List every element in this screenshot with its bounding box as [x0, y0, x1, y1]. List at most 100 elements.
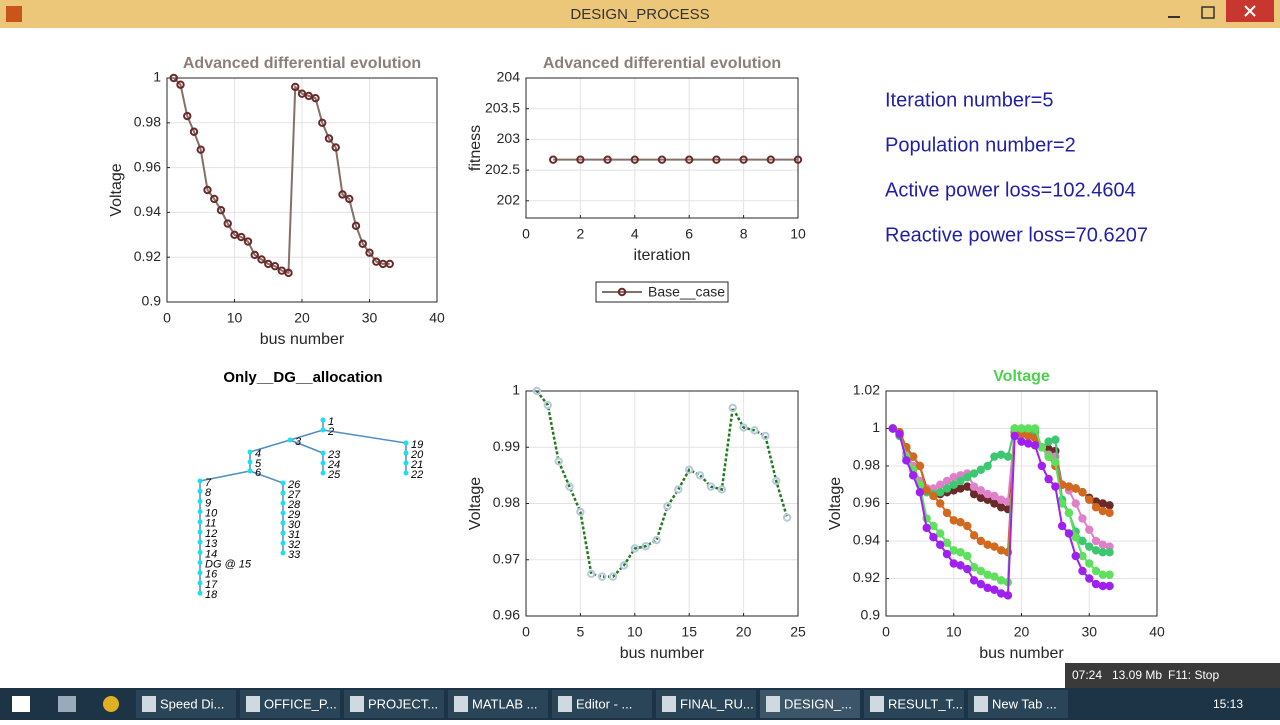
data-point: [949, 480, 958, 489]
x-tick-label: 0: [522, 624, 530, 640]
data-point: [942, 549, 952, 559]
data-point: [902, 456, 911, 465]
data-point: [1085, 525, 1094, 534]
data-point: [216, 205, 226, 215]
taskbar-button-label: PROJECT...: [368, 696, 438, 711]
taskbar-button-label: Editor - ...: [576, 696, 632, 711]
tree-node-label: 9: [205, 497, 211, 509]
data-point: [1105, 501, 1114, 510]
taskbar-icon: [58, 696, 76, 712]
taskbar-button-icon: [766, 696, 780, 712]
data-point: [956, 548, 965, 557]
data-point: [983, 570, 992, 579]
data-point: [365, 248, 374, 257]
y-tick-label: 203.5: [485, 99, 520, 115]
data-point: [915, 488, 925, 497]
data-point: [793, 155, 803, 164]
data-point: [942, 484, 952, 493]
tree-node: [403, 440, 409, 446]
y-tick-label: 204: [497, 69, 521, 85]
tree-node-label: 6: [255, 467, 262, 479]
data-point: [949, 546, 958, 555]
data-point: [1071, 499, 1080, 508]
data-point: [587, 569, 596, 579]
data-point: [685, 465, 694, 474]
tree-node-label: 26: [287, 479, 301, 491]
data-point: [1071, 533, 1080, 542]
data-point: [963, 551, 972, 561]
data-point: [345, 194, 354, 204]
data-point: [983, 489, 992, 499]
tree-node: [320, 460, 326, 466]
data-point: [990, 585, 999, 594]
chart-title: Advanced differential evolution: [183, 55, 421, 72]
tree-node-label: 18: [205, 589, 218, 601]
data-point: [1098, 499, 1108, 508]
data-point: [996, 546, 1006, 555]
taskbar-button-icon: [246, 696, 260, 712]
data-point: [1078, 536, 1087, 546]
tree-node: [247, 459, 253, 465]
taskbar-button-icon: [454, 696, 468, 712]
data-point: [1024, 431, 1033, 441]
tree-node: [197, 529, 203, 535]
tree-node: [280, 520, 286, 526]
data-point: [956, 476, 965, 486]
x-axis-label: bus number: [620, 645, 705, 662]
tree-node-label: 23: [327, 449, 341, 461]
tree-node: [197, 580, 203, 586]
data-point: [936, 488, 945, 497]
axes-frame: [885, 390, 1158, 617]
data-point: [963, 521, 972, 531]
data-point: [1051, 435, 1060, 444]
legend-marker: [617, 287, 627, 297]
data-point: [706, 482, 716, 491]
maximize-button[interactable]: [1201, 6, 1215, 19]
tree-node: [247, 468, 253, 474]
taskbar-button-label: MATLAB ...: [472, 696, 538, 711]
data-point: [949, 516, 958, 525]
data-point: [1071, 484, 1080, 493]
taskbar-button-icon: [350, 696, 364, 712]
y-axis-label: Voltage: [827, 477, 844, 530]
data-point: [976, 579, 986, 589]
data-point: [976, 486, 986, 495]
y-tick-label: 0.96: [853, 494, 880, 510]
tree-node: [197, 498, 203, 504]
data-point: [983, 583, 992, 593]
data-point: [983, 540, 992, 549]
axes-frame: [166, 77, 438, 303]
data-point: [1105, 581, 1114, 591]
data-point: [608, 572, 618, 581]
tree-node-label: 33: [288, 549, 301, 561]
taskbar-button-icon: [974, 696, 988, 712]
tree-node-label: 8: [205, 487, 212, 499]
data-point: [949, 559, 958, 568]
y-axis-label: fitness: [467, 125, 484, 171]
data-point: [385, 259, 394, 269]
data-point: [196, 145, 205, 154]
data-point: [1091, 566, 1101, 576]
tree-node-label: 16: [205, 569, 218, 581]
taskbar-button-icon: [558, 696, 572, 712]
data-point: [189, 127, 199, 136]
tree-node: [280, 540, 286, 546]
taskbar-button-icon: [870, 696, 884, 712]
tree-node-label: 29: [287, 509, 300, 521]
data-point: [908, 452, 918, 461]
data-point: [183, 111, 192, 121]
data-point: [318, 118, 327, 128]
data-point: [976, 536, 986, 546]
data-point: [969, 482, 979, 491]
start-button[interactable]: [12, 696, 30, 712]
data-point: [772, 476, 781, 486]
data-point: [565, 482, 574, 491]
recorder-bar: [1065, 663, 1280, 688]
data-point: [1078, 514, 1087, 523]
x-tick-label: 4: [631, 226, 639, 242]
tree-node-label: 25: [327, 469, 341, 481]
tree-node-label: DG @ 15: [205, 559, 252, 571]
data-point: [331, 143, 340, 152]
data-point: [1064, 529, 1074, 538]
data-point: [358, 239, 367, 248]
